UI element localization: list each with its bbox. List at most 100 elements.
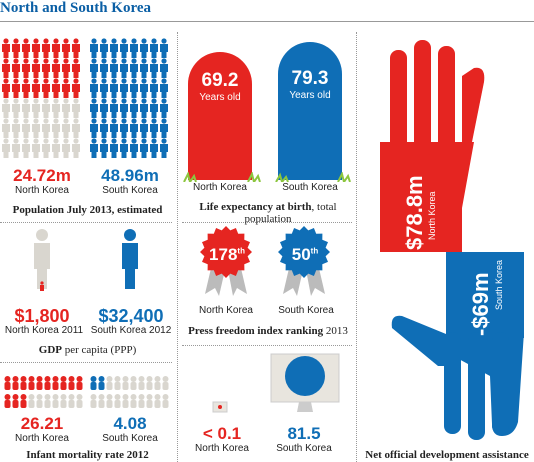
infant-south-baby-head — [146, 394, 153, 400]
population-north-person-body — [12, 84, 20, 98]
infant-south-baby-head — [138, 394, 145, 400]
population-south-person-body — [120, 124, 128, 138]
population-south-person-head — [91, 138, 97, 144]
press-north-suffix: th — [237, 246, 245, 256]
population-south-person-body — [110, 144, 118, 158]
population-south-person-head — [101, 118, 107, 124]
population-south-person-body — [130, 144, 138, 158]
population-south-person-body — [130, 104, 138, 118]
infant-south-baby-body — [122, 382, 129, 390]
population-south-person-head — [131, 98, 137, 104]
press-caption: Press freedom index ranking 2013 — [180, 325, 356, 337]
internet-south-value: 81.5 — [287, 424, 321, 443]
population-north-person-body — [72, 104, 80, 118]
population-south-person-body — [150, 124, 158, 138]
population-north-people-icon — [2, 38, 80, 158]
press-caption-bold: Press freedom index ranking — [188, 325, 324, 337]
population-south-person-body — [90, 44, 98, 58]
population-north-person-body — [62, 144, 70, 158]
infant-south-baby-head — [162, 376, 169, 382]
population-north-person-body — [52, 64, 60, 78]
population-north-person-head — [73, 58, 79, 64]
population-south-person-body — [100, 104, 108, 118]
infant-north-baby-body — [36, 400, 43, 408]
population-north-person-head — [13, 118, 19, 124]
population-north-person-head — [3, 58, 9, 64]
aid-north-label: North Korea — [427, 191, 437, 240]
infant-south-baby-body — [162, 400, 169, 408]
population-south-person-head — [141, 78, 147, 84]
population-north-person-body — [12, 144, 20, 158]
infant-north-baby-body — [44, 400, 51, 408]
infant-south-baby-body — [138, 400, 145, 408]
population-south-person-head — [91, 58, 97, 64]
internet-monitors — [212, 353, 340, 413]
infant-south-baby-body — [146, 400, 153, 408]
population-south-person-body — [130, 64, 138, 78]
population-north-person-body — [22, 104, 30, 118]
population-north-person-body — [2, 64, 10, 78]
population-north-value: 24.72m — [13, 166, 71, 185]
population-south-person-head — [141, 118, 147, 124]
population-south-person-head — [121, 138, 127, 144]
population-south-person-head — [91, 38, 97, 44]
population-north-person-head — [63, 78, 69, 84]
infant-south-baby-body — [122, 400, 129, 408]
row-divider-2-left — [0, 362, 172, 363]
infant-north-baby-body — [52, 382, 59, 390]
infant-south-baby-body — [90, 382, 97, 390]
population-north-person-body — [32, 144, 40, 158]
infant-south-baby-body — [154, 382, 161, 390]
population-south-person-head — [151, 138, 157, 144]
infant-north-baby-head — [12, 394, 19, 400]
population-north-person-body — [32, 64, 40, 78]
press-caption-rest: 2013 — [323, 325, 348, 337]
population-south-person-head — [151, 98, 157, 104]
population-south-person-body — [140, 104, 148, 118]
population-south-person-body — [100, 44, 108, 58]
population-south-person-body — [150, 64, 158, 78]
population-south-person-body — [140, 124, 148, 138]
population-south-person-body — [120, 84, 128, 98]
infant-north-baby-head — [4, 376, 11, 382]
gdp-figures — [34, 229, 138, 291]
gdp-north-person-icon — [34, 229, 50, 291]
population-south-person-body — [130, 84, 138, 98]
infant-south-baby-body — [98, 382, 105, 390]
population-south-person-body — [130, 124, 138, 138]
population-south-person-head — [131, 138, 137, 144]
population-south-person-body — [150, 104, 158, 118]
population-north-person-head — [23, 78, 29, 84]
infant-south-baby-body — [114, 382, 121, 390]
population-north-person-head — [43, 98, 49, 104]
life-south-value: 79.3 — [291, 68, 329, 89]
infant-north-baby-body — [76, 400, 83, 408]
population-south-person-body — [110, 84, 118, 98]
infant-north-baby-head — [28, 376, 35, 382]
population-south-person-head — [101, 38, 107, 44]
life-north-label: North Korea — [193, 182, 247, 193]
population-north-person-head — [3, 38, 9, 44]
population-south-people-icon — [90, 38, 168, 158]
population-south-person-body — [110, 44, 118, 58]
population-north-person-head — [33, 118, 39, 124]
population-south-person-body — [120, 44, 128, 58]
population-north-person-body — [22, 64, 30, 78]
infant-south-baby-body — [146, 382, 153, 390]
population-south-person-head — [121, 38, 127, 44]
press-north-badge-icon — [200, 226, 252, 296]
population-north-person-body — [12, 104, 20, 118]
population-south-person-body — [90, 124, 98, 138]
infant-south-baby-head — [122, 394, 129, 400]
row-divider-1-left — [0, 222, 172, 223]
press-north-label: North Korea — [199, 305, 253, 316]
infant-south-baby-body — [138, 382, 145, 390]
population-north-person-head — [43, 78, 49, 84]
population-north-person-body — [72, 84, 80, 98]
infant-south-baby-head — [130, 394, 137, 400]
population-north-person-body — [2, 44, 10, 58]
population-north-person-body — [42, 84, 50, 98]
population-north-person-head — [13, 38, 19, 44]
population-north-person-body — [62, 124, 70, 138]
press-south-rank: 50th — [279, 245, 331, 265]
